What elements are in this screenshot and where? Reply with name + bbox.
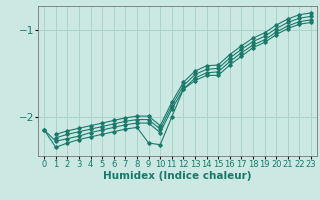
X-axis label: Humidex (Indice chaleur): Humidex (Indice chaleur) bbox=[103, 171, 252, 181]
